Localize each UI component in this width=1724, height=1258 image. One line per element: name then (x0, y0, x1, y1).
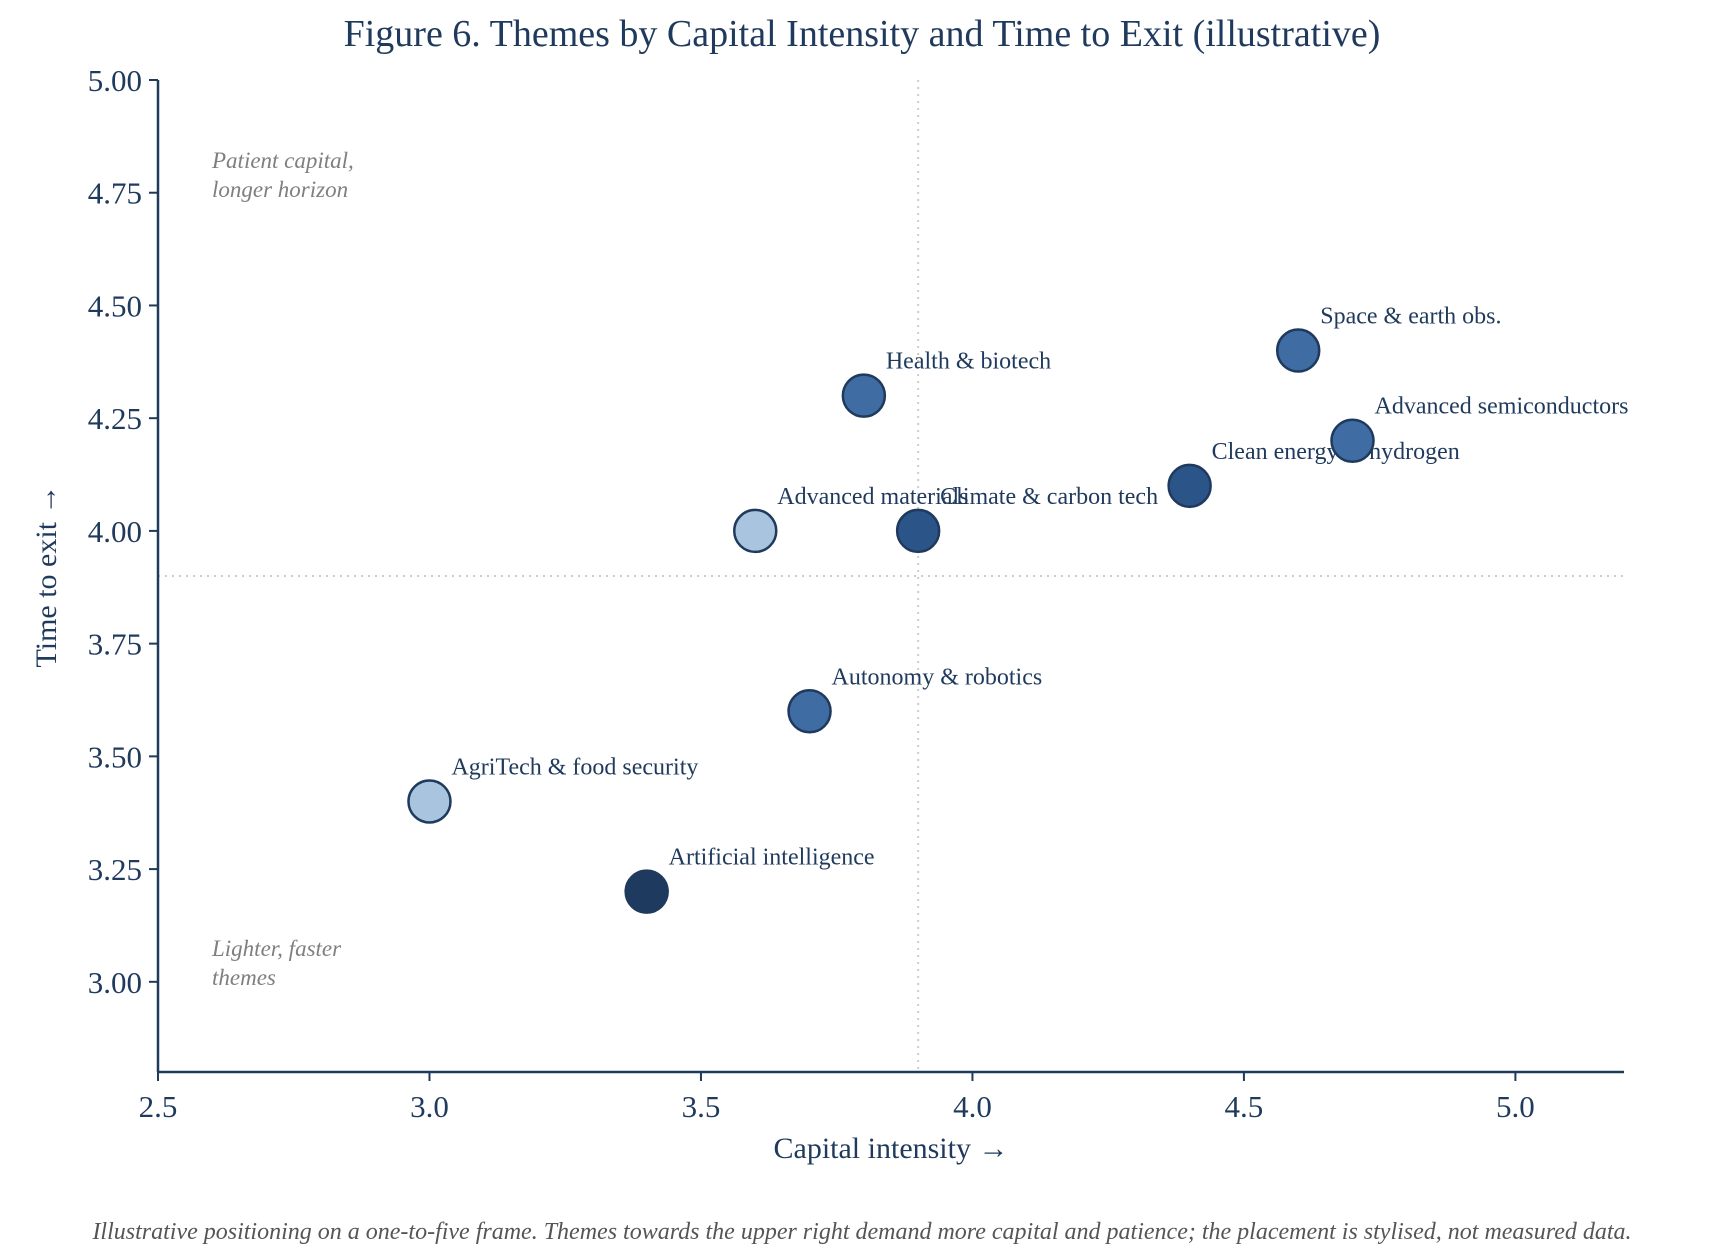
point-label: Advanced semiconductors (1375, 394, 1629, 420)
data-point: Space & earth obs. (1275, 304, 1502, 373)
x-axis-label: Capital intensity → (774, 1132, 1009, 1165)
x-tick-label: 3.5 (682, 1089, 721, 1124)
point-label: Artificial intelligence (669, 845, 875, 871)
y-tick-label: 4.25 (88, 401, 142, 436)
y-axis-ticks: 3.00 3.25 3.50 3.75 4.00 4.25 4.50 4.75 5.00 (88, 63, 158, 1000)
y-tick-label: 3.75 (88, 627, 142, 662)
y-tick-label: 3.00 (88, 965, 142, 1000)
y-tick-label: 5.00 (88, 63, 142, 98)
data-point: Clean energy & hydrogen (1167, 439, 1460, 509)
y-tick-label: 4.75 (88, 176, 142, 211)
data-points: Artificial intelligence AgriTech & food s… (407, 304, 1629, 914)
point-label: Climate & carbon tech (940, 484, 1158, 510)
point-marker (1167, 463, 1212, 509)
quadrant-annotations: Patient capital, longer horizon Lighter, f… (211, 148, 354, 990)
point-marker (787, 689, 832, 734)
data-point: AgriTech & food security (407, 754, 698, 824)
point-marker (1330, 418, 1375, 463)
point-label: Space & earth obs. (1320, 304, 1501, 330)
point-marker (407, 779, 452, 824)
point-label: Advanced materials (777, 484, 968, 510)
data-point: Health & biotech (841, 349, 1051, 418)
data-point: Advanced semiconductors (1330, 394, 1629, 463)
point-marker (624, 869, 669, 914)
point-marker (895, 508, 941, 554)
x-tick-label: 2.5 (139, 1089, 178, 1124)
y-tick-label: 4.00 (88, 514, 142, 549)
annotation-bottom-left: Lighter, faster themes (211, 936, 342, 990)
point-label: Health & biotech (886, 349, 1051, 375)
y-tick-label: 3.50 (88, 739, 142, 774)
data-point: Artificial intelligence (624, 845, 875, 914)
point-marker (841, 373, 887, 418)
data-point: Autonomy & robotics (787, 664, 1043, 734)
y-axis-label: Time to exit → (30, 484, 63, 667)
chart-title: Figure 6. Themes by Capital Intensity an… (344, 13, 1381, 55)
point-marker (733, 508, 778, 554)
point-label: Autonomy & robotics (832, 664, 1043, 690)
x-tick-label: 4.0 (953, 1089, 992, 1124)
x-tick-label: 4.5 (1225, 1089, 1264, 1124)
point-marker (1275, 328, 1321, 373)
footnote: Illustrative positioning on a one-to-fiv… (91, 1219, 1631, 1245)
data-point: Advanced materials (733, 484, 969, 554)
x-axis-ticks: 2.5 3.0 3.5 4.0 4.5 5.0 (139, 1072, 1535, 1124)
data-point: Climate & carbon tech (895, 484, 1158, 554)
y-tick-label: 3.25 (88, 852, 142, 887)
annotation-top-left: Patient capital, longer horizon (211, 148, 354, 202)
reference-lines (158, 80, 1624, 1072)
x-tick-label: 3.0 (410, 1089, 449, 1124)
y-tick-label: 4.50 (88, 288, 142, 323)
point-label: AgriTech & food security (451, 754, 698, 780)
x-tick-label: 5.0 (1496, 1089, 1535, 1124)
